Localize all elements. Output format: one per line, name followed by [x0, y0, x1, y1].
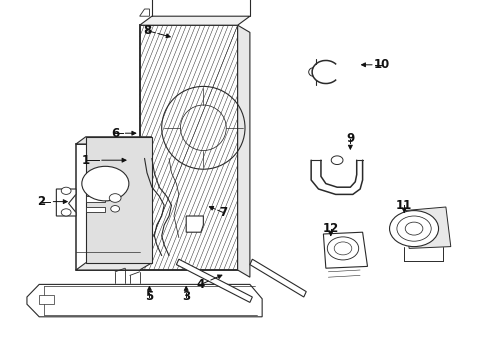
Polygon shape: [86, 207, 105, 212]
Text: 7: 7: [219, 206, 227, 219]
Circle shape: [405, 222, 423, 235]
Polygon shape: [140, 9, 149, 16]
Polygon shape: [27, 284, 262, 317]
Text: 3: 3: [182, 291, 190, 303]
Text: 9: 9: [346, 132, 354, 145]
Polygon shape: [140, 25, 238, 270]
Polygon shape: [56, 189, 76, 216]
Text: 12: 12: [322, 222, 339, 235]
Polygon shape: [140, 16, 250, 25]
Circle shape: [390, 211, 439, 247]
Circle shape: [327, 237, 359, 260]
Text: 4: 4: [197, 278, 205, 291]
Text: 8: 8: [143, 24, 151, 37]
Text: 10: 10: [374, 58, 391, 71]
Polygon shape: [76, 144, 140, 270]
Polygon shape: [76, 263, 152, 270]
Polygon shape: [404, 207, 451, 248]
Polygon shape: [186, 216, 203, 232]
Circle shape: [397, 216, 431, 241]
Circle shape: [61, 187, 71, 194]
Circle shape: [111, 206, 120, 212]
Text: 2: 2: [38, 195, 46, 208]
Circle shape: [109, 194, 121, 202]
Polygon shape: [176, 259, 252, 302]
Text: 1: 1: [82, 154, 90, 167]
Text: 6: 6: [111, 127, 119, 140]
Circle shape: [334, 242, 352, 255]
Polygon shape: [238, 25, 250, 277]
Text: 11: 11: [396, 199, 413, 212]
Circle shape: [82, 166, 129, 201]
Circle shape: [61, 209, 71, 216]
Polygon shape: [76, 137, 152, 144]
Text: 5: 5: [146, 291, 153, 303]
Polygon shape: [86, 137, 152, 263]
Polygon shape: [39, 295, 54, 304]
Polygon shape: [323, 232, 368, 268]
Polygon shape: [86, 196, 105, 202]
Polygon shape: [250, 259, 306, 297]
